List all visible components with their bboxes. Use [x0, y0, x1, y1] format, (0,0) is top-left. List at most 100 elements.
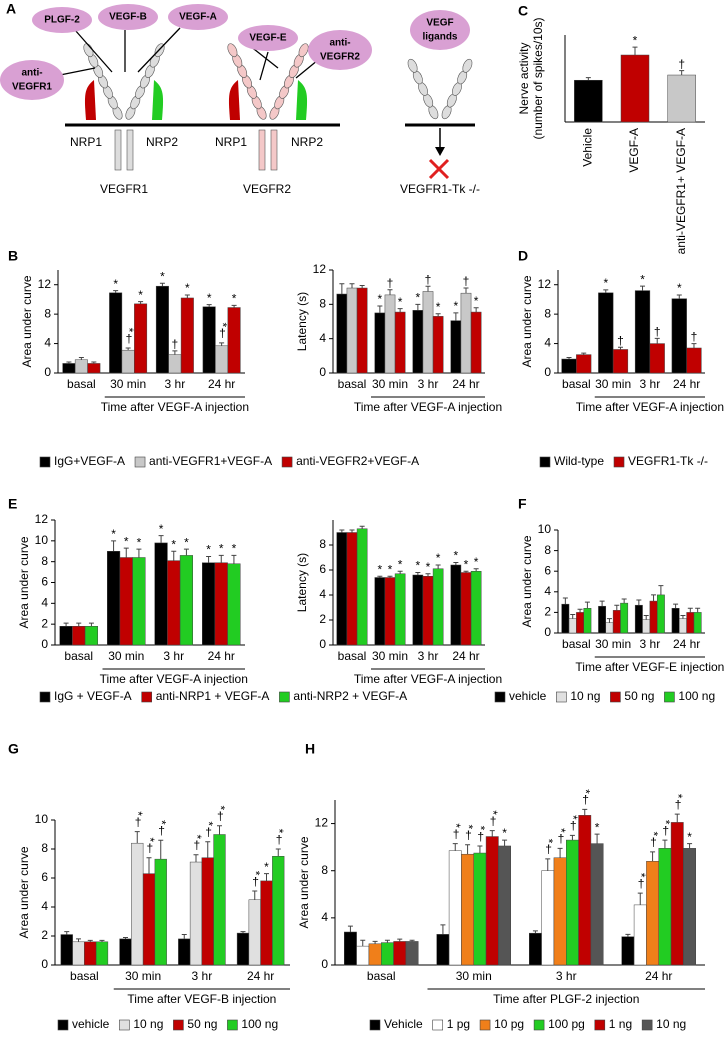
significance-mark: * [185, 281, 190, 295]
error-bar [679, 70, 685, 76]
bar [107, 551, 121, 646]
error-bar [687, 843, 693, 849]
legend-label: VEGFR1-Tk -/- [628, 454, 708, 468]
bar [134, 303, 148, 374]
error-bar [206, 555, 212, 563]
error-bar [384, 939, 390, 943]
nrp [152, 80, 164, 120]
error-bar [360, 939, 366, 947]
y-tick-label: 4 [319, 587, 326, 601]
bar [202, 562, 216, 646]
error-bar [397, 570, 403, 574]
error-bar [637, 892, 643, 905]
bar [178, 938, 191, 966]
bar [72, 941, 85, 966]
y-tick-label: 0 [319, 637, 326, 651]
panel-label: A [6, 1, 16, 17]
legend-label: Vehicle [384, 1017, 423, 1031]
legend-swatch [134, 456, 146, 468]
error-bar [134, 831, 140, 844]
y-tick-label: 4 [544, 584, 551, 598]
error-bar [545, 858, 551, 871]
error-bar [532, 930, 538, 934]
error-bar [585, 77, 591, 81]
y-tick-label: 0 [544, 365, 551, 379]
significance-mark: * [603, 276, 608, 290]
error-bar [138, 301, 144, 304]
y-tick-label: 0 [41, 957, 48, 971]
significance-mark: *† [155, 820, 169, 837]
y-axis-label: Nerve activity [517, 42, 531, 114]
error-bar [205, 841, 211, 858]
x-tick-label: Vehicle [581, 128, 595, 167]
bar [59, 626, 73, 646]
bar [202, 306, 216, 374]
y-tick-label: 12 [315, 816, 329, 830]
significance-mark: * [207, 291, 212, 305]
bar [658, 848, 672, 966]
error-bar [453, 312, 459, 321]
y-tick-label: 4 [321, 910, 328, 924]
significance-mark: † [387, 276, 394, 290]
x-tick-label: 3 hr [640, 377, 661, 391]
y-tick-label: 6 [319, 562, 326, 576]
error-bar [78, 357, 84, 360]
oval-label: VEGFR2 [320, 52, 360, 63]
significance-mark: *† [449, 823, 463, 840]
significance-mark: * [264, 860, 269, 874]
error-bar [347, 925, 353, 932]
error-bar [673, 603, 679, 609]
bar [553, 857, 567, 966]
error-bar [377, 305, 383, 313]
oval-label: PLGF-2 [44, 15, 80, 26]
bar [436, 934, 450, 966]
significance-mark: * [474, 294, 479, 308]
error-bar [397, 938, 403, 942]
error-bar [640, 285, 646, 291]
significance-mark: * [454, 549, 459, 563]
y-tick-label: 10 [538, 522, 552, 536]
error-bar [603, 289, 609, 293]
legend-swatch [39, 456, 51, 468]
bar [498, 845, 511, 966]
legend-swatch [39, 691, 51, 703]
significance-mark: *† [554, 828, 568, 845]
error-bar [463, 570, 469, 573]
x-axis-label: Time after VEGF-A injection [101, 400, 249, 414]
significance-mark: *† [272, 829, 286, 846]
significance-mark: *† [542, 839, 556, 856]
error-bar [440, 924, 446, 935]
oval [0, 60, 64, 100]
legend-label: 50 ng [624, 689, 654, 703]
bar [213, 834, 226, 966]
x-tick-label: basal [562, 377, 591, 391]
significance-mark: * [206, 543, 211, 557]
legend-label: 50 ng [187, 1017, 217, 1031]
error-bar [359, 284, 365, 289]
error-bar [218, 554, 224, 563]
oval [410, 10, 470, 50]
y-tick-label: 0 [44, 365, 51, 379]
error-bar [435, 564, 441, 569]
bar [634, 290, 651, 374]
bar [642, 619, 651, 634]
x-tick-label: 30 min [595, 637, 631, 651]
receptors [83, 43, 473, 171]
legend-label: 10 ng [133, 1017, 163, 1031]
y-tick-label: 0 [544, 625, 551, 639]
bar [374, 577, 386, 646]
tk-domain [126, 129, 134, 171]
bar [646, 861, 660, 966]
significance-mark: * [426, 560, 431, 574]
error-bar [606, 618, 612, 623]
error-bar [473, 568, 479, 572]
oval [32, 7, 92, 33]
error-bar [577, 608, 583, 613]
panel-label: F [518, 496, 527, 512]
significance-mark: *† [634, 873, 648, 890]
significance-mark: * [124, 534, 129, 548]
label: NRP1 [70, 135, 102, 149]
label: VEGFR1-Tk -/- [400, 182, 480, 196]
bar [450, 564, 462, 646]
legend-label: 1 ng [609, 1017, 632, 1031]
